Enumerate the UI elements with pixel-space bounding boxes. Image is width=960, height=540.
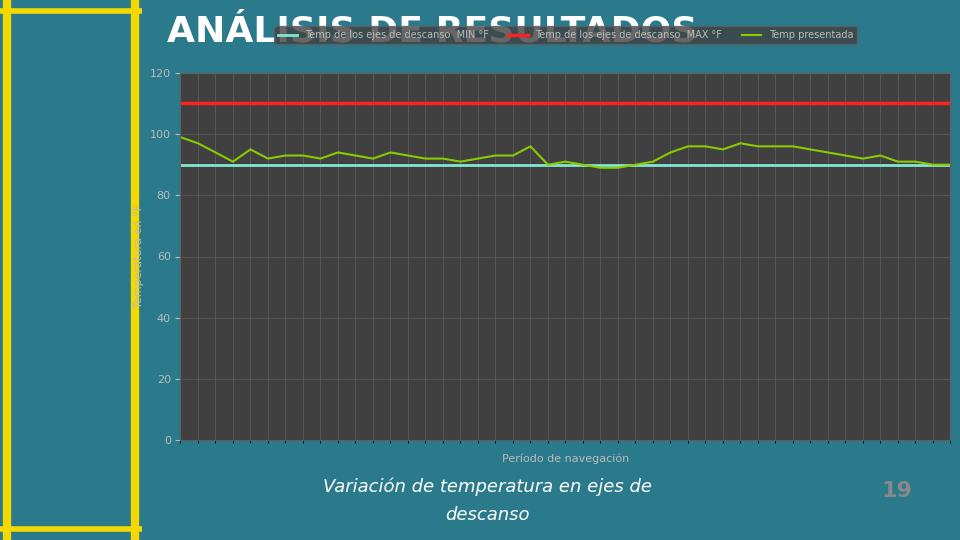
Text: 19: 19 (881, 481, 912, 501)
Line: Temp presentada: Temp presentada (180, 137, 950, 168)
Temp presentada (298, 152, 309, 159)
Temp presentada (822, 149, 833, 156)
Temp presentada (472, 156, 484, 162)
Temp presentada (630, 161, 641, 168)
Temp de los ejes de descanso  MIN °F (192, 161, 204, 168)
Temp presentada (560, 158, 571, 165)
Temp presentada (315, 156, 326, 162)
Temp presentada (700, 143, 711, 150)
Temp presentada (840, 152, 852, 159)
Legend: Temp de los ejes de descanso  MIN °F, Temp de los ejes de descanso  MAX °F, Temp: Temp de los ejes de descanso MIN °F, Tem… (274, 26, 857, 44)
Text: ANÁLISIS DE RESULTADOS: ANÁLISIS DE RESULTADOS (167, 14, 697, 48)
Temp presentada (332, 149, 344, 156)
Temp presentada (349, 152, 361, 159)
Temp presentada (279, 152, 291, 159)
Temp de los ejes de descanso  MAX °F (192, 100, 204, 107)
Temp presentada (892, 158, 903, 165)
Temp presentada (420, 156, 431, 162)
Temp presentada (385, 149, 396, 156)
Temp presentada (525, 143, 537, 150)
Text: descanso: descanso (445, 506, 530, 524)
Temp presentada (594, 165, 606, 171)
Temp de los ejes de descanso  MIN °F (175, 161, 186, 168)
Temp presentada (770, 143, 781, 150)
Temp presentada (945, 161, 956, 168)
Temp presentada (577, 161, 588, 168)
Temp presentada (664, 149, 676, 156)
Temp presentada (507, 152, 518, 159)
Temp presentada (228, 158, 239, 165)
Temp presentada (262, 156, 274, 162)
Temp presentada (734, 140, 746, 146)
Temp de los ejes de descanso  MAX °F (175, 100, 186, 107)
Temp presentada (490, 152, 501, 159)
Text: Variación de temperatura en ejes de: Variación de temperatura en ejes de (324, 477, 652, 496)
Temp presentada (542, 161, 554, 168)
Temp presentada (245, 146, 256, 153)
Temp presentada (804, 146, 816, 153)
Temp presentada (437, 156, 448, 162)
Temp presentada (875, 152, 886, 159)
Temp presentada (683, 143, 694, 150)
Temp presentada (910, 158, 922, 165)
Temp presentada (455, 158, 467, 165)
Temp presentada (209, 149, 221, 156)
Temp presentada (192, 140, 204, 146)
X-axis label: Período de navegación: Período de navegación (502, 453, 629, 464)
Temp presentada (753, 143, 764, 150)
Temp presentada (717, 146, 729, 153)
Temp presentada (175, 134, 186, 140)
Temp presentada (647, 158, 659, 165)
Temp presentada (787, 143, 799, 150)
Temp presentada (612, 165, 624, 171)
Temp presentada (927, 161, 939, 168)
Temp presentada (857, 156, 869, 162)
Temp presentada (402, 152, 414, 159)
Y-axis label: Temperatura en °F: Temperatura en °F (134, 205, 144, 308)
Temp presentada (367, 156, 378, 162)
